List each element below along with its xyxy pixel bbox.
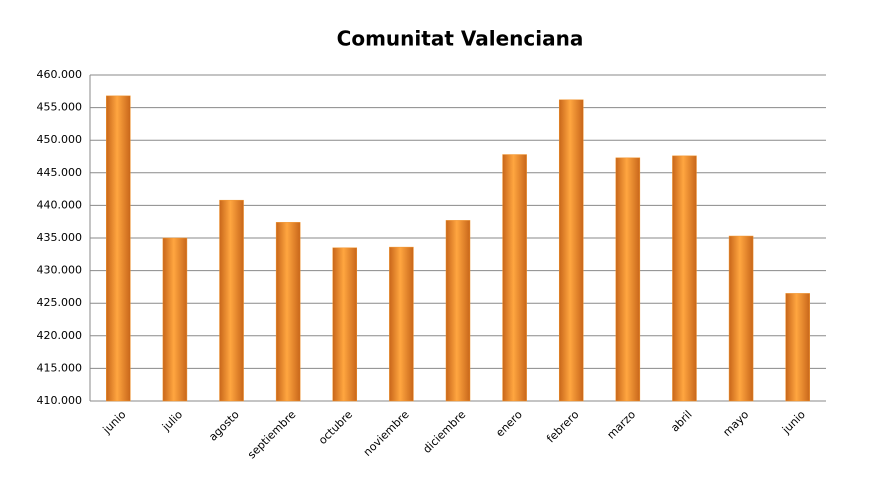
bar [106,95,131,402]
y-tick-label: 455.000 [37,101,83,114]
bar [785,293,810,402]
bar [275,222,301,402]
bar [615,157,641,402]
bar [558,99,584,402]
bar [672,155,697,402]
bar [332,247,358,402]
x-tick-label: abril [668,408,694,434]
x-tick-label: marzo [605,408,639,442]
x-tick-label: noviembre [361,408,412,459]
bar [219,199,244,402]
x-tick-label: septiembre [245,408,298,461]
y-tick-label: 460.000 [37,68,83,81]
bar [389,246,414,402]
x-tick-label: enero [493,408,525,440]
x-tick-label: mayo [720,408,751,439]
y-tick-label: 450.000 [37,133,83,146]
x-tick-label: diciembre [420,408,468,456]
y-tick-label: 410.000 [37,394,83,407]
y-tick-label: 430.000 [37,264,83,277]
bar [162,237,188,402]
y-tick-label: 445.000 [37,166,83,179]
bar [728,235,754,402]
y-tick-label: 420.000 [37,329,83,342]
y-tick-label: 415.000 [37,361,83,374]
x-tick-label: agosto [206,408,242,444]
x-tick-label: febrero [544,408,581,445]
bar [502,154,527,402]
x-tick-label: junio [779,408,808,437]
x-tick-label: junio [100,408,129,437]
x-tick-label: julio [159,408,185,434]
y-tick-label: 425.000 [37,296,83,309]
y-tick-label: 440.000 [37,198,83,211]
y-tick-label: 435.000 [37,231,83,244]
x-tick-label: octubre [316,408,355,447]
chart-title: Comunitat Valenciana [337,27,584,51]
bar [445,220,471,402]
